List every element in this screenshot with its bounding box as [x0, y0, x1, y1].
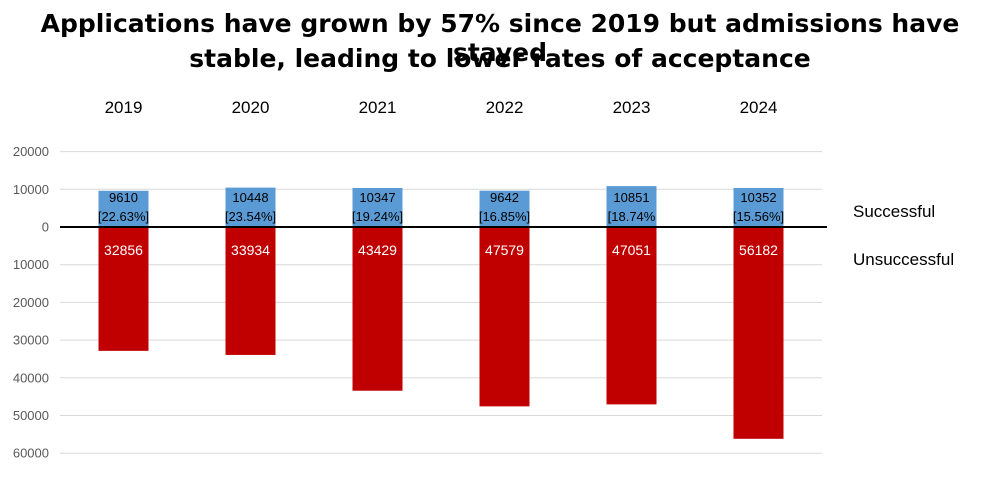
bar-successful: [606, 186, 657, 227]
data-label-percent: [15.56%]: [733, 209, 784, 224]
y-tick-label: 60000: [13, 446, 49, 461]
x-tick-label: 2019: [105, 98, 143, 117]
data-label-successful: 9610: [109, 190, 138, 205]
data-label-percent: [23.54%]: [225, 209, 276, 224]
chart-title-line-1: Applications have grown by 57% since 201…: [40, 9, 960, 67]
x-tick-label: 2024: [740, 98, 778, 117]
data-label-successful: 10352: [740, 190, 776, 205]
x-tick-label: 2020: [232, 98, 270, 117]
data-label-unsuccessful: 47579: [485, 242, 524, 258]
data-label-percent: [19.24%]: [352, 209, 403, 224]
data-label-successful: 10448: [232, 190, 268, 205]
y-tick-label: 20000: [13, 144, 49, 159]
bar-successful: [733, 187, 784, 227]
bar-successful: [352, 187, 403, 227]
data-label-successful: 10347: [359, 190, 395, 205]
bar-unsuccessful: [733, 227, 784, 439]
y-tick-label: 10000: [13, 182, 49, 197]
data-label-unsuccessful: 47051: [612, 242, 651, 258]
bar-unsuccessful: [606, 227, 657, 405]
bar-unsuccessful: [98, 227, 149, 351]
data-label-percent: [16.85%]: [479, 209, 530, 224]
data-label-successful: 9642: [490, 190, 519, 205]
legend-successful: Successful: [853, 202, 935, 221]
chart-title-line-2: stable, leading to lower rates of accept…: [189, 44, 811, 73]
y-tick-label: 30000: [13, 333, 49, 348]
data-label-unsuccessful: 56182: [739, 242, 778, 258]
data-label-percent: [22.63%]: [98, 209, 149, 224]
bar-successful: [98, 190, 149, 227]
x-tick-label: 2023: [613, 98, 651, 117]
y-tick-label: 20000: [13, 295, 49, 310]
x-tick-label: 2022: [486, 98, 524, 117]
y-tick-label: 40000: [13, 370, 49, 385]
data-label-unsuccessful: 32856: [104, 242, 143, 258]
y-tick-label: 0: [42, 220, 49, 235]
bar-successful: [225, 187, 276, 227]
bar-unsuccessful: [352, 227, 403, 391]
legend-unsuccessful: Unsuccessful: [853, 250, 954, 269]
data-label-unsuccessful: 33934: [231, 242, 270, 258]
bar-successful: [479, 190, 530, 227]
bar-unsuccessful: [225, 227, 276, 355]
data-label-successful: 10851: [613, 190, 649, 205]
bar-unsuccessful: [479, 227, 530, 407]
y-tick-label: 50000: [13, 408, 49, 423]
y-tick-label: 10000: [13, 257, 49, 272]
data-label-unsuccessful: 43429: [358, 242, 397, 258]
data-label-percent: [18.74%: [608, 209, 656, 224]
x-tick-label: 2021: [359, 98, 397, 117]
